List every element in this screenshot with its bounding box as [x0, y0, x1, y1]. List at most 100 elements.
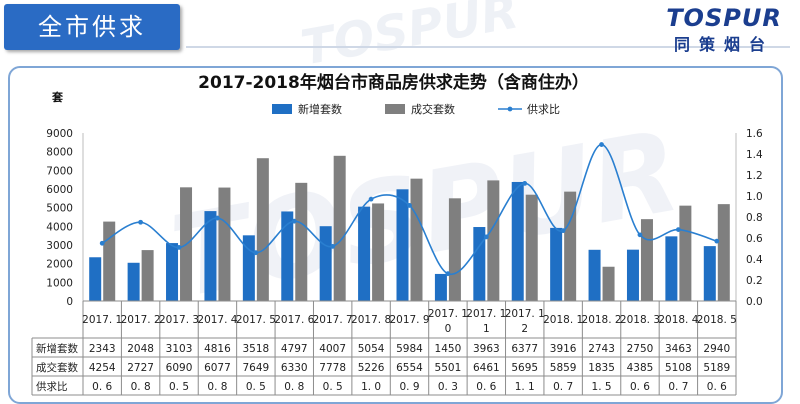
legend-swatch-ratio-point	[507, 106, 513, 112]
table-cell: 5695	[511, 362, 538, 374]
bar-transactions	[640, 219, 653, 301]
ratio-point	[407, 203, 412, 208]
bar-transactions	[679, 205, 692, 301]
table-cell: 0. 7	[668, 381, 688, 393]
logo-wordmark: TOSPUR	[666, 4, 782, 32]
bar-new-supply	[626, 249, 639, 301]
table-cell: 1835	[588, 362, 615, 374]
company-logo: TOSPUR 同策烟台	[662, 4, 786, 54]
table-cell: 0. 3	[438, 381, 458, 393]
x-tick-label: 2017. 3	[159, 314, 199, 326]
ratio-point	[560, 228, 566, 234]
table-cell: 6377	[511, 343, 538, 355]
bar-transactions	[410, 178, 423, 301]
bar-new-supply	[473, 227, 486, 301]
table-cell: 7778	[319, 362, 346, 374]
ratio-line	[101, 143, 718, 276]
table-cell: 2343	[89, 343, 116, 355]
table-cell: 0. 6	[476, 381, 496, 393]
table-cell: 0. 8	[284, 381, 304, 393]
table-cell: 3463	[665, 343, 692, 355]
y2-tick-label: 1.6	[746, 128, 763, 140]
x-tick-label: 2017. 5	[236, 314, 276, 326]
ratio-point	[138, 219, 144, 225]
table-cell: 0. 6	[92, 381, 112, 393]
table-cell: 2727	[127, 362, 154, 374]
table-cell: 5054	[358, 343, 385, 355]
bar-transactions	[218, 187, 231, 301]
y-tick-label: 6000	[46, 184, 73, 196]
y2-tick-label: 1.2	[746, 170, 763, 182]
bar-transactions	[602, 266, 615, 301]
ratio-point	[253, 250, 259, 256]
ratio-point	[637, 232, 643, 238]
bar-transactions	[256, 158, 269, 301]
table-cell: 6554	[396, 362, 423, 374]
y-tick-label: 9000	[46, 128, 73, 140]
table-cell: 0. 8	[131, 381, 151, 393]
table-cell: 3916	[550, 343, 577, 355]
bar-transactions	[372, 203, 385, 301]
bar-new-supply	[550, 227, 563, 301]
bar-transactions	[487, 180, 500, 301]
bar-new-supply	[434, 273, 447, 301]
ratio-point	[215, 215, 220, 221]
table-cell: 0. 5	[246, 381, 266, 393]
x-tick-label: 2018. 4	[658, 314, 698, 326]
y2-tick-label: 0.2	[746, 275, 763, 287]
bar-new-supply	[89, 257, 102, 301]
legend-label: 成交套数	[411, 102, 455, 116]
legend-label: 供求比	[527, 102, 560, 116]
bar-transactions	[448, 198, 461, 301]
bar-new-supply	[281, 211, 294, 301]
table-cell: 5108	[665, 362, 692, 374]
ratio-point	[599, 142, 604, 147]
bar-new-supply	[703, 246, 716, 301]
ratio-point	[99, 240, 105, 246]
y-tick-label: 7000	[46, 165, 73, 177]
bar-new-supply	[396, 189, 409, 301]
table-row-label: 供求比	[36, 380, 68, 393]
x-tick-label: 2017. 4	[197, 314, 237, 326]
table-cell: 5189	[703, 362, 730, 374]
table-cell: 5859	[550, 362, 577, 374]
table-cell: 3518	[242, 343, 269, 355]
bar-new-supply	[319, 226, 332, 301]
chart-title: 2017-2018年烟台市商品房供求走势（含商住办）	[198, 73, 589, 93]
bar-transactions	[295, 182, 308, 301]
bar-transactions	[333, 155, 346, 301]
y-axis-label: 套	[52, 90, 64, 104]
table-cell: 1. 0	[361, 381, 381, 393]
x-tick-label: 2018. 5	[697, 314, 737, 326]
ratio-point	[522, 181, 528, 186]
header-divider	[186, 46, 790, 48]
table-cell: 2048	[127, 343, 154, 355]
bar-new-supply	[358, 206, 371, 301]
bar-transactions	[525, 194, 538, 301]
ratio-point	[483, 234, 489, 240]
x-tick-label: 2017. 7	[313, 314, 353, 326]
bar-new-supply	[204, 211, 217, 301]
x-tick-label: 0	[445, 323, 452, 335]
table-cell: 1. 1	[515, 381, 535, 393]
table-cell: 0. 6	[707, 381, 727, 393]
y2-tick-label: 0.0	[746, 296, 763, 308]
ratio-point	[675, 227, 681, 233]
y2-tick-label: 0.4	[746, 254, 763, 266]
legend-label: 新增套数	[298, 102, 342, 116]
x-tick-label: 2018. 3	[620, 314, 660, 326]
table-cell: 4816	[204, 343, 231, 355]
table-cell: 2743	[588, 343, 615, 355]
table-cell: 2940	[703, 343, 730, 355]
legend-swatch-new-supply	[272, 104, 292, 114]
table-cell: 4007	[319, 343, 346, 355]
y-tick-label: 3000	[46, 240, 73, 252]
table-cell: 6077	[204, 362, 231, 374]
table-cell: 4385	[627, 362, 654, 374]
x-tick-label: 2017. 6	[274, 314, 314, 326]
table-cell: 2750	[627, 343, 654, 355]
y2-tick-label: 0.6	[746, 233, 763, 245]
ratio-point	[176, 245, 182, 250]
ratio-point	[330, 244, 336, 249]
